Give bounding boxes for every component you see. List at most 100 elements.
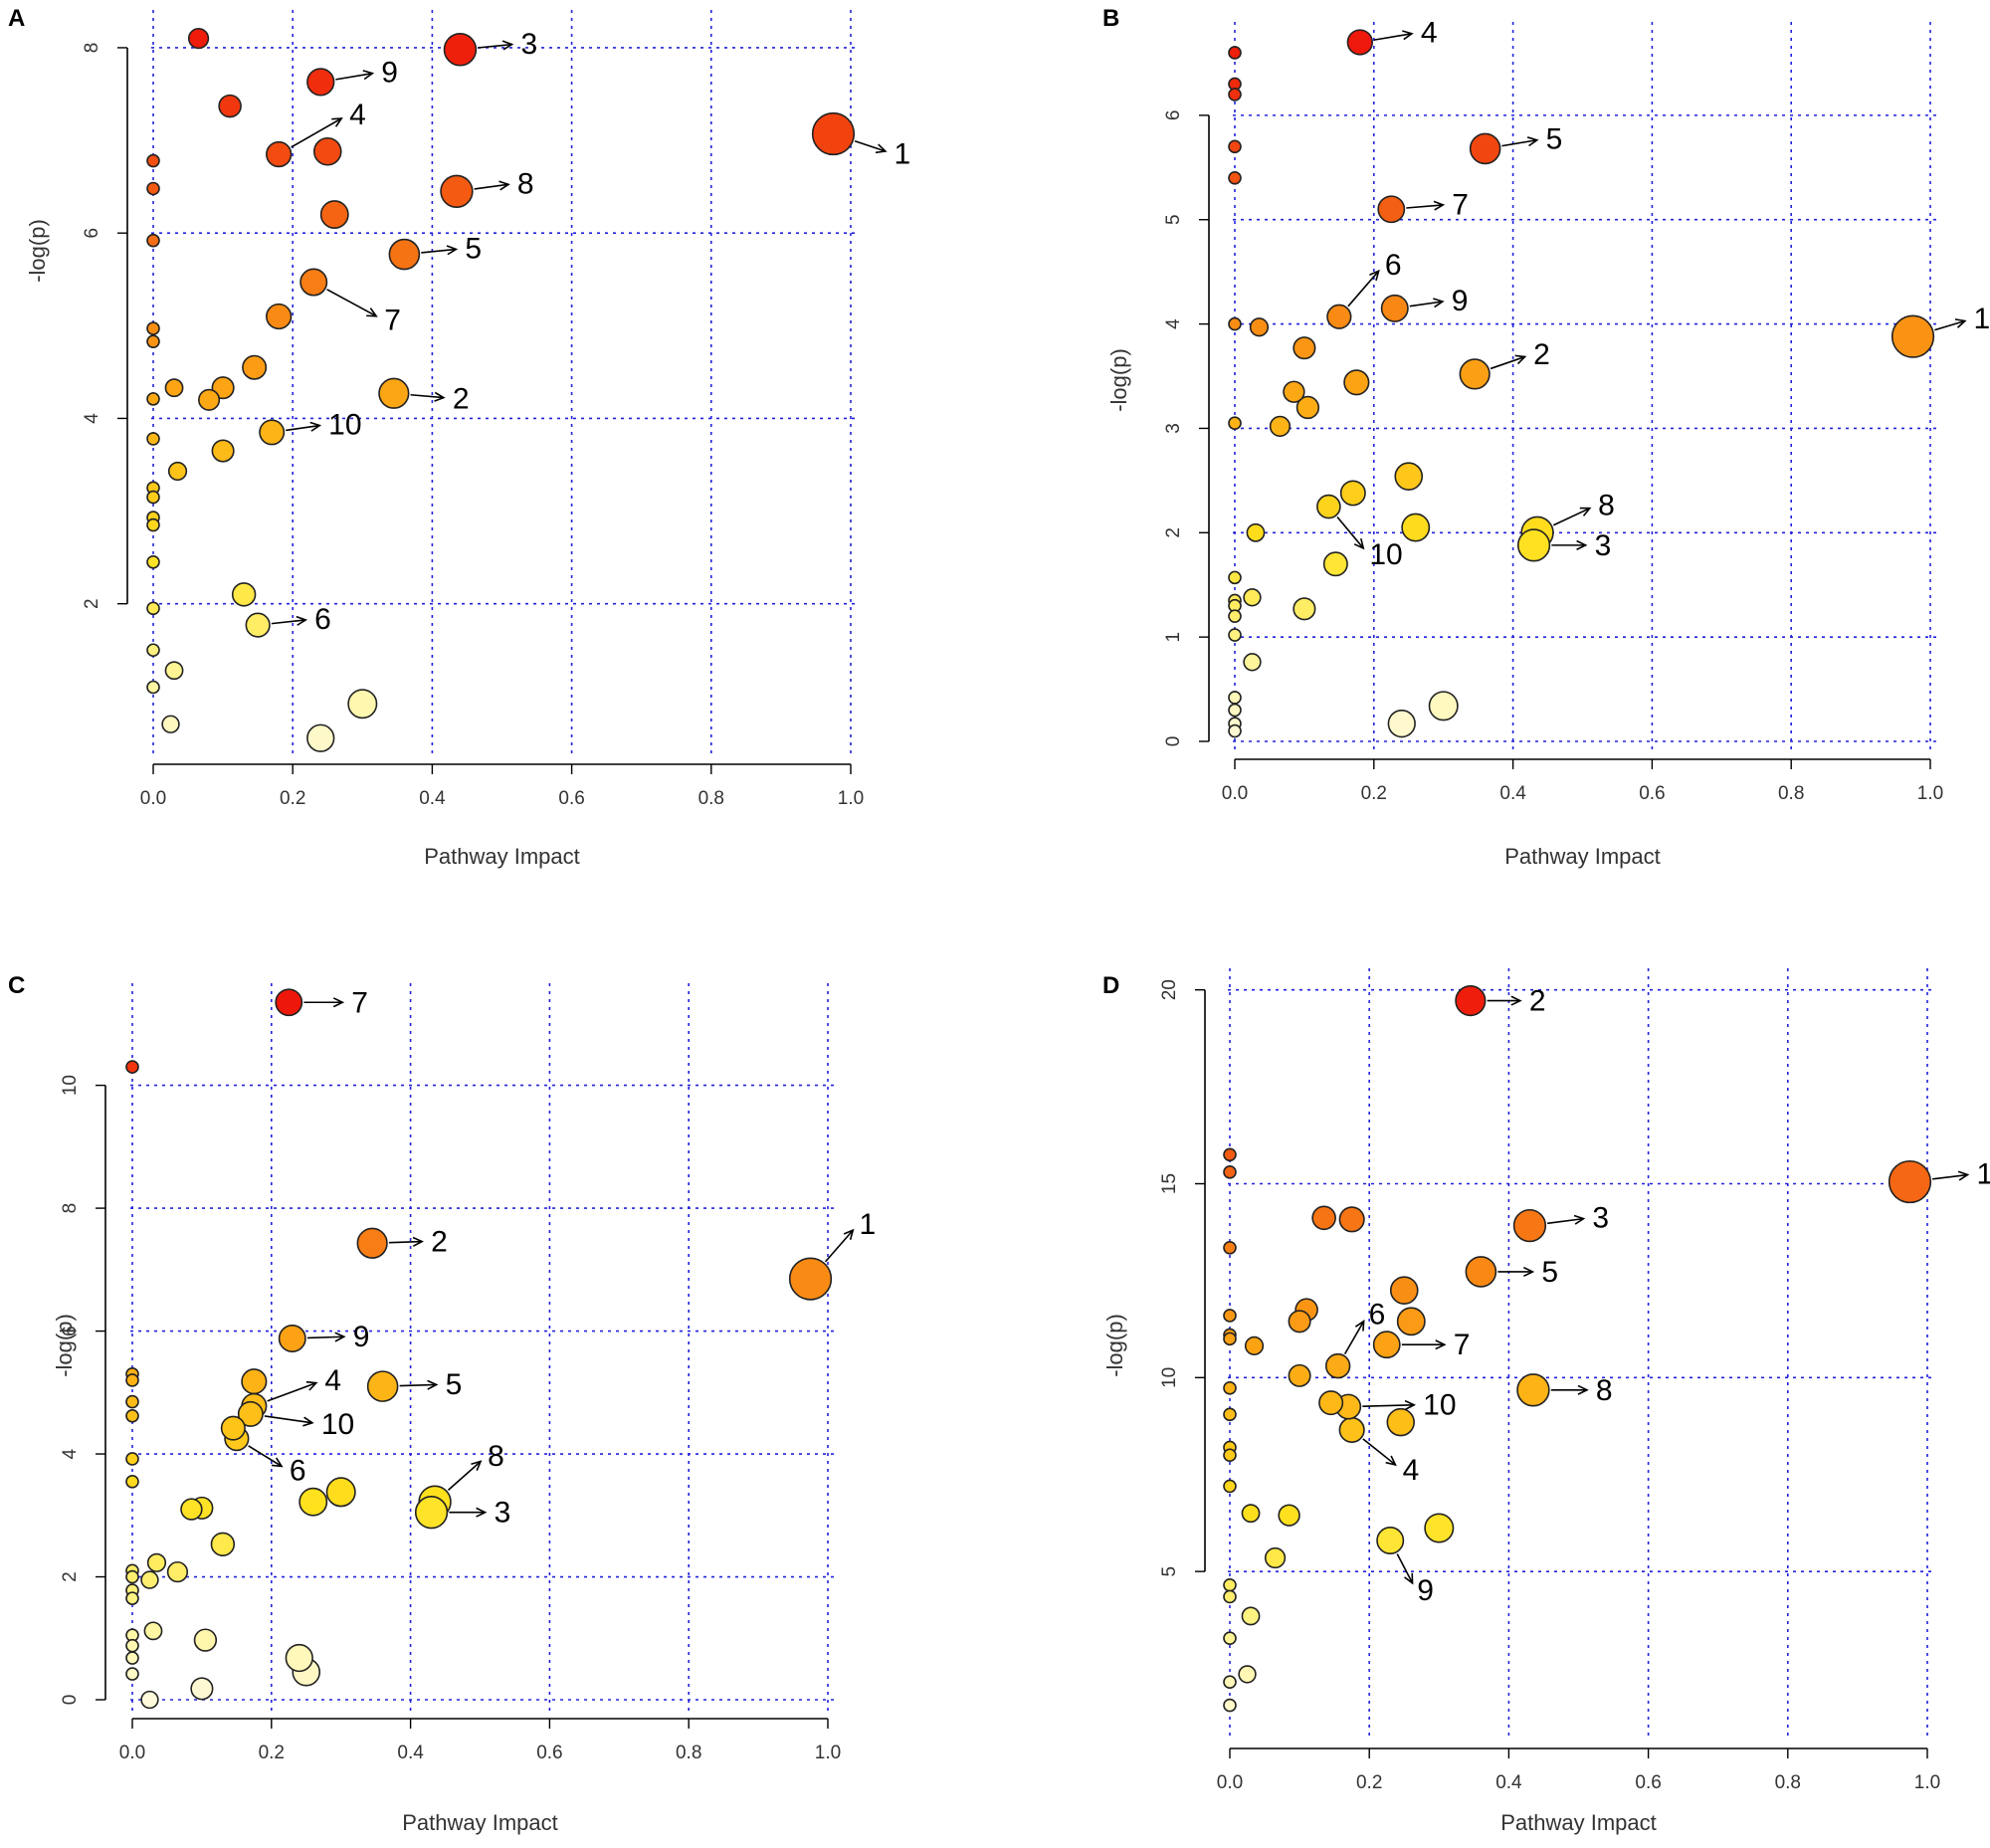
annotation-arrowhead [296,615,308,626]
annotation-label: 3 [1592,1202,1609,1235]
y-tick-label: 4 [82,413,102,424]
x-axis-title: Pathway Impact [402,1810,558,1835]
data-point [378,377,410,409]
data-point [312,136,342,166]
data-point [125,1667,139,1681]
annotation-arrowhead [843,1228,855,1240]
data-point [259,419,286,446]
data-point [146,321,160,335]
data-point [1223,1631,1237,1645]
data-point [1512,1208,1547,1243]
data-point [1228,570,1242,585]
annotation-label: 4 [1421,16,1438,49]
y-tick-label: 5 [1159,1566,1180,1577]
y-tick-label: 2 [1163,527,1184,538]
data-point [1394,462,1424,491]
annotation-label: 10 [1369,538,1402,571]
data-point [1228,88,1242,102]
annotation-arrow [1362,1403,1415,1407]
data-point [1338,1206,1365,1233]
annotation-arrowhead [1433,298,1445,308]
data-point [1888,1159,1932,1204]
y-axis-title: -log(p) [52,1314,77,1377]
data-point [146,517,160,532]
y-tick-label: 0 [60,1695,81,1706]
data-point [146,181,160,196]
y-tick-label: 1 [1163,632,1184,643]
annotation-arrowhead [1954,318,1967,328]
annotation-arrowhead [427,1379,439,1390]
annotation-arrowhead [309,421,322,432]
data-point [125,1060,139,1074]
x-axis-title: Pathway Impact [1504,844,1661,869]
annotation-arrow [1396,1553,1414,1584]
panel-c: C 0.0 0.2 0.4 0.6 0.8 1.0 Pathway Impact 0 2 4 6 8 10… [8,972,876,1835]
y-tick-label: 4 [60,1448,81,1459]
data-point [1376,1526,1405,1554]
data-point [1324,1352,1351,1379]
data-point [1223,1479,1237,1494]
data-point [1228,46,1242,60]
data-point [241,1368,268,1395]
y-tick-label: 15 [1159,1173,1180,1194]
data-point [366,1370,399,1402]
annotation-arrowhead [434,391,446,402]
data-point [164,661,184,681]
data-point [1293,597,1316,621]
x-tick-label: 1.0 [1917,783,1943,804]
annotation-arrow [421,248,457,254]
data-point [1243,653,1262,672]
y-axis-title: -log(p) [25,219,50,283]
annotation-label: 9 [1417,1574,1434,1607]
panel-letter: C [8,972,25,999]
data-point [1469,132,1501,165]
data-point [1228,628,1242,642]
annotation-arrow [399,1383,437,1387]
annotation-label: 4 [1403,1454,1420,1487]
data-point [146,680,160,695]
y-tick-label: 5 [1163,214,1184,225]
data-point [1316,494,1341,519]
data-point [347,689,378,719]
data-point [190,1677,214,1701]
x-tick-label: 0.0 [140,788,166,809]
data-point [1228,609,1242,623]
annotation-arrow [1347,270,1380,308]
data-point [1223,1240,1237,1255]
annotation-arrowhead [272,1457,284,1468]
x-tick-label: 0.0 [119,1743,145,1763]
x-tick-label: 0.8 [698,788,724,809]
annotation-arrow [271,619,306,625]
data-point [1223,1675,1237,1689]
annotation-arrowhead [471,1460,483,1472]
data-point [1326,304,1352,329]
data-point [180,1498,203,1521]
annotation-label: 2 [453,382,470,415]
data-point [319,200,349,230]
x-tick-label: 0.6 [536,1743,562,1763]
y-tick-label: 10 [1159,1367,1180,1388]
annotation-arrow [291,117,342,148]
data-point [1401,513,1431,542]
annotation-arrow [1336,515,1364,549]
data-point [1318,1390,1344,1416]
annotation-arrowhead [498,180,510,191]
data-point [1293,336,1316,360]
annotation-arrowhead [305,1380,318,1391]
data-point [1516,1373,1550,1407]
data-point [146,233,160,248]
data-point [146,153,160,168]
data-point [161,715,180,733]
data-point [167,461,188,482]
annotation-arrow [1362,1438,1396,1466]
annotation-arrowhead [366,308,378,317]
annotation-label: 1 [860,1208,877,1241]
annotation-label: 6 [290,1455,306,1488]
data-point [1249,317,1270,337]
annotation-arrowhead [1369,269,1380,282]
annotation-arrow [326,289,377,317]
annotation-arrow [335,72,373,81]
data-point [299,268,328,297]
data-point [187,28,210,50]
